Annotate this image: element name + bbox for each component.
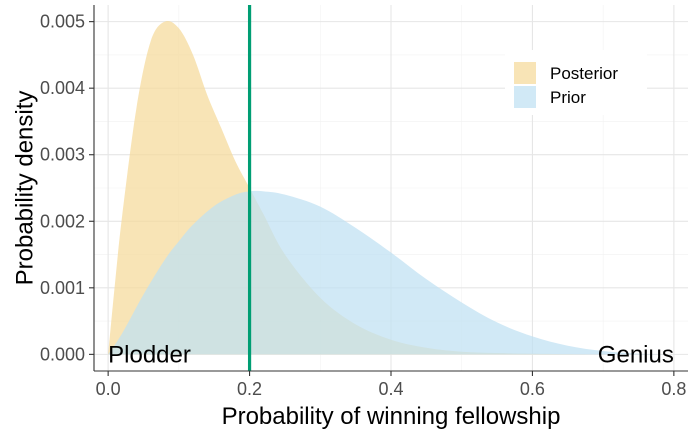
legend: Posterior Prior xyxy=(505,50,647,115)
x-tick-label: 0.8 xyxy=(661,379,686,399)
x-tick-label: 0.2 xyxy=(237,379,262,399)
legend-swatch-posterior xyxy=(514,62,536,84)
axes: 0.0 0.2 0.4 0.6 0.8 0.000 0.001 0.002 0.003 0.004… xyxy=(40,5,688,399)
x-tick-label: 0.0 xyxy=(96,379,121,399)
annotation-plodder: Plodder xyxy=(108,341,191,368)
y-tick-label: 0.002 xyxy=(40,211,85,231)
y-tick-label: 0.005 xyxy=(40,12,85,32)
annotations: Plodder Genius xyxy=(108,341,674,368)
y-tick-label: 0.004 xyxy=(40,78,85,98)
legend-label-posterior: Posterior xyxy=(550,64,618,83)
x-axis-title: Probability of winning fellowship xyxy=(222,403,561,430)
y-tick-label: 0.000 xyxy=(40,344,85,364)
y-tick-label: 0.003 xyxy=(40,145,85,165)
x-tick-label: 0.6 xyxy=(520,379,545,399)
x-tick-label: 0.4 xyxy=(378,379,403,399)
legend-swatch-prior xyxy=(514,86,536,108)
y-tick-label: 0.001 xyxy=(40,278,85,298)
legend-label-prior: Prior xyxy=(550,88,586,107)
annotation-genius: Genius xyxy=(598,341,674,368)
y-axis-title: Probability density xyxy=(11,91,38,286)
